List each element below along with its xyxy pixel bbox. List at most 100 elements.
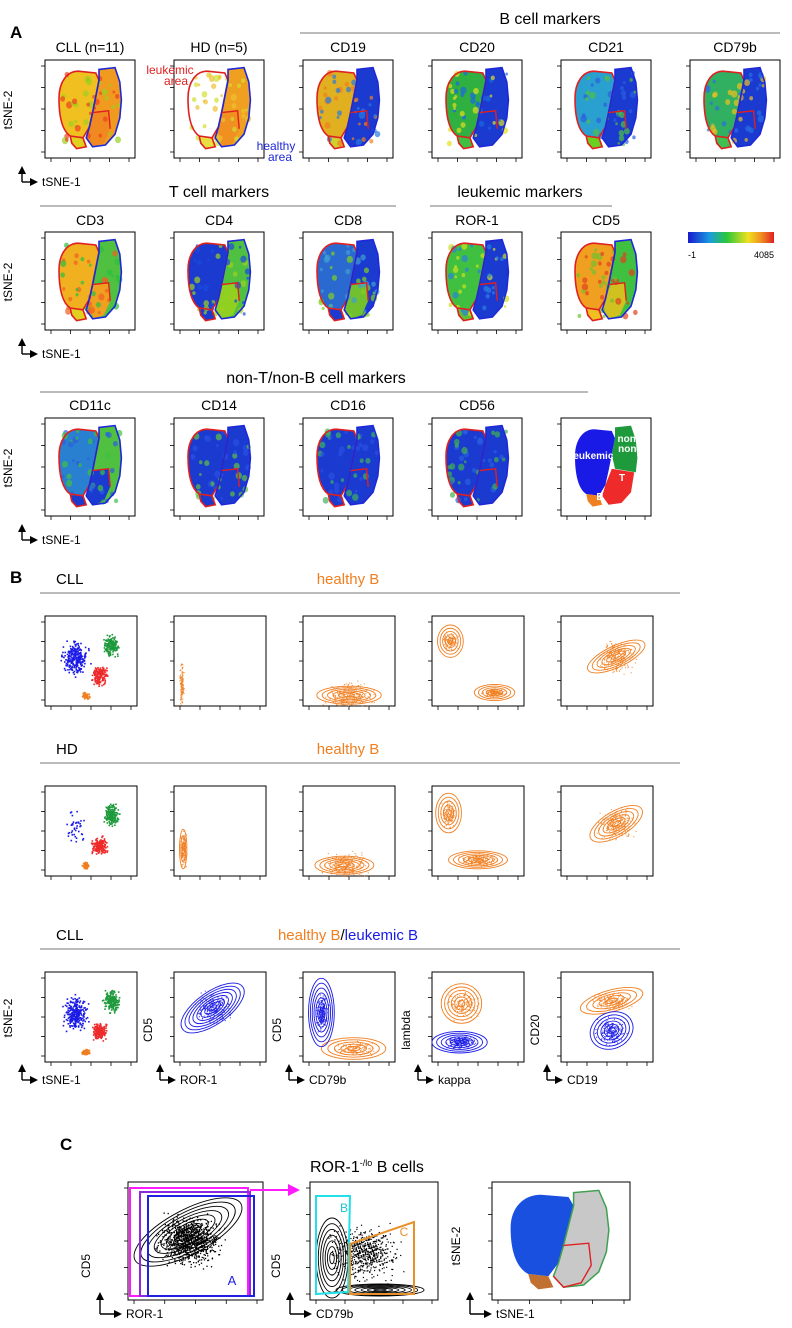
panel-c-title-rest: B cells [372, 1159, 424, 1176]
cluster-leukemic [575, 429, 615, 496]
block2-biplot-2 [299, 785, 396, 880]
b-axis-biplot-3-x-label: kappa [438, 1073, 471, 1087]
c-axis-1: ROR-1 CD5 [79, 1254, 164, 1321]
axis-row1-y-label: tSNE-2 [1, 90, 15, 129]
axis-row2-y-label: tSNE-2 [1, 262, 15, 301]
title-cd14: CD14 [201, 397, 237, 413]
block2-biplot-4 [557, 785, 654, 880]
b-axis-biplot-1-x-label: ROR-1 [180, 1073, 218, 1087]
b-axis-tsne-y-label: tSNE-2 [1, 998, 15, 1037]
b-cell-markers-header: B cell markers [499, 11, 600, 28]
tsne-heatmap-cd79b [686, 59, 781, 162]
colorbar-max: 4085 [754, 250, 774, 260]
gate-a [147, 1195, 255, 1297]
b-axis-biplot-2: CD79b CD5 [270, 1018, 347, 1087]
healthy-area-label-2: area [268, 150, 292, 164]
panel-b-axes: tSNE-1 tSNE-2 ROR-1 CD5 CD79b CD5 kappa lambda C… [1, 998, 598, 1087]
title-cd5: CD5 [592, 212, 620, 228]
block3-tsne [41, 971, 138, 1066]
tsne-heatmap-grid [41, 59, 781, 520]
c-axis-1-x-label: ROR-1 [126, 1307, 164, 1321]
block2-biplot-3 [428, 785, 525, 880]
title-cd4: CD4 [205, 212, 233, 228]
non-tb-markers-header: non-T/non-B cell markers [226, 370, 406, 387]
block1-biplot-4 [557, 615, 654, 710]
leukemic-area-label-2: area [164, 74, 188, 88]
c-axis-3: tSNE-1 tSNE-2 [449, 1226, 535, 1321]
block-label-2: HD [56, 741, 78, 758]
row3-titles: CD11c CD14 CD16 CD56 [69, 397, 495, 413]
row2-titles: CD3 CD4 CD8 ROR-1 CD5 [76, 212, 620, 228]
c-axis-2-x-label: CD79b [316, 1307, 354, 1321]
b-axis-biplot-4: CD19 CD20 [528, 1014, 598, 1087]
b-axis-biplot-4-x-label: CD19 [567, 1073, 598, 1087]
c-axis-3-y-label: tSNE-2 [449, 1226, 463, 1265]
b-axis-tsne: tSNE-1 tSNE-2 [1, 998, 81, 1087]
axis-row3-y-label: tSNE-2 [1, 448, 15, 487]
axis-row1: tSNE-1 tSNE-2 [1, 90, 81, 189]
tsne-heatmap-cd8 [299, 231, 394, 334]
panel-c-title-main: ROR-1 [310, 1159, 360, 1176]
title-cd16: CD16 [330, 397, 366, 413]
cluster-b [586, 494, 603, 507]
tsne-heatmap-cd16 [299, 417, 394, 520]
c-plot-tsne [488, 1181, 631, 1304]
title-slash: / [341, 927, 346, 944]
title-cll: CLL (n=11) [56, 39, 125, 55]
panel-c-title: ROR-1-/lo B cells [310, 1158, 424, 1176]
title-ror1: ROR-1 [455, 212, 499, 228]
b-axis-biplot-4-y-label: CD20 [528, 1014, 542, 1045]
title-cd21: CD21 [588, 39, 624, 55]
tsne-heatmap-cd14 [170, 417, 265, 520]
c-axis-2: CD79b CD5 [269, 1254, 354, 1321]
c-plot-ror1-cd5: A [124, 1181, 264, 1304]
panel-b-block-3: CLL healthy B/leukemic B [40, 927, 680, 1066]
panel-c-title-sup: -/lo [360, 1158, 373, 1168]
tsne-heatmap-cd19 [299, 59, 394, 162]
title-cd8: CD8 [334, 212, 362, 228]
axis-row2-x-label: tSNE-1 [42, 347, 81, 361]
title-cd11c: CD11c [69, 397, 111, 413]
gate-c-label: C [400, 1225, 409, 1239]
block2-biplot-1 [170, 785, 267, 880]
block-label-3: CLL [56, 927, 84, 944]
axis-row3: tSNE-1 tSNE-2 [1, 448, 81, 547]
title-cd56: CD56 [459, 397, 495, 413]
title-cd19: CD19 [330, 39, 366, 55]
tsne-heatmap-ror1 [428, 231, 523, 334]
b-axis-tsne-x-label: tSNE-1 [42, 1073, 81, 1087]
title-cd79b: CD79b [713, 39, 757, 55]
block3-biplot-2 [299, 971, 396, 1066]
tsne-heatmap-cd4 [170, 231, 265, 334]
cluster-t [602, 468, 635, 505]
tsne-heatmap-cd5 [557, 231, 652, 334]
block-title-1: healthy B [317, 571, 380, 588]
tsne-heatmap-cd11c [41, 417, 136, 520]
b-axis-biplot-3-y-label: lambda [399, 1010, 413, 1050]
block-label-1: CLL [56, 571, 84, 588]
cluster-non-b [611, 425, 638, 473]
panel-b-block-2: HD healthy B [40, 741, 680, 880]
cluster-label-t: T [619, 473, 625, 484]
tsne-heatmap-hd [170, 59, 265, 162]
title-cd20: CD20 [459, 39, 495, 55]
panel-b-block-1: CLL healthy B [40, 571, 680, 710]
cluster-label-non-b: non-B [618, 434, 647, 445]
block-title-3: healthy B/leukemic B [278, 927, 418, 944]
gate-arrow [288, 1184, 300, 1196]
cluster-label-leukemic: leukemic [571, 451, 614, 462]
cluster-label-non-t: non-T [618, 444, 646, 455]
gate-b [315, 1195, 352, 1296]
tsne-heatmap-cd20 [428, 59, 523, 162]
row1-titles: CLL (n=11) HD (n=5) CD19 CD20 CD21 CD79b [56, 39, 757, 55]
block1-tsne [41, 615, 138, 710]
c-axis-1-y-label: CD5 [79, 1254, 93, 1278]
axis-row3-x-label: tSNE-1 [42, 533, 81, 547]
title-healthy-b: healthy B [278, 927, 341, 944]
block3-biplot-4 [557, 971, 654, 1066]
leukemic-area-label-1: leukemic [146, 63, 193, 77]
block1-biplot-2 [299, 615, 396, 710]
healthy-area-label-1: healthy [257, 139, 296, 153]
